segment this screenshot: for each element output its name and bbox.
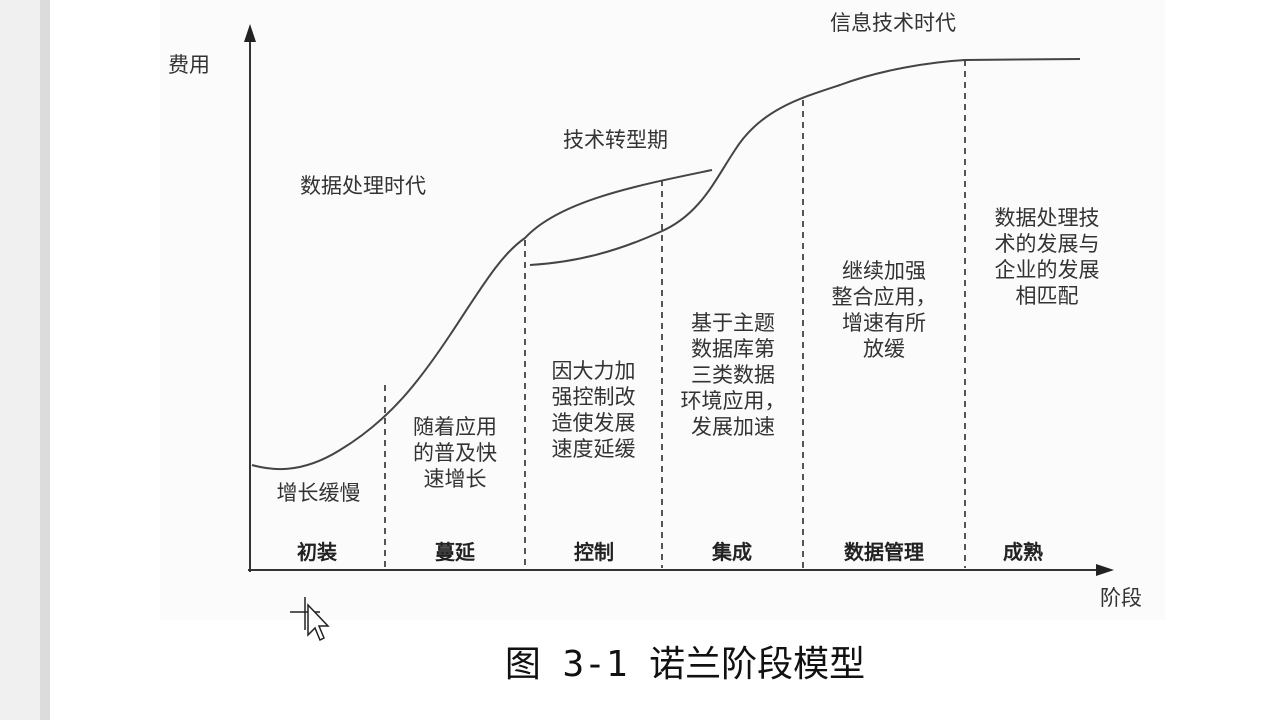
stage-label: 成熟: [1003, 540, 1043, 564]
y-axis-label: 费用: [168, 53, 210, 77]
stage-label: 集成: [712, 540, 752, 564]
stage-label: 蔓延: [435, 540, 475, 564]
left-panel: [0, 0, 40, 720]
figure-background: [160, 0, 1165, 620]
figure-caption: 图 3-1 诺兰阶段模型: [504, 644, 866, 685]
era-transition: 技术转型期: [563, 128, 668, 152]
data-processing-curve: [251, 169, 713, 471]
stage-desc: 数据处理技 术的发展与 企业的发展 相匹配: [994, 206, 1100, 308]
x-axis-label: 阶段: [1100, 586, 1142, 610]
y-axis-arrow: [244, 24, 256, 42]
stage-label: 数据管理: [844, 540, 924, 564]
stage-desc: 继续加强 整合应用， 增速有所 放缓: [831, 259, 937, 361]
x-axis-arrow: [1096, 564, 1114, 576]
move-cursor-icon: [290, 597, 330, 642]
stage-desc: 因大力加 强控制改 造使发展 速度延缓: [551, 359, 636, 461]
stage-label: 初装: [297, 540, 337, 564]
stage-desc: 增长缓慢: [276, 481, 361, 505]
information-tech-curve: [529, 58, 1081, 266]
stage-desc: 基于主题 数据库第 三类数据 环境应用， 发展加速: [680, 311, 786, 439]
scrollbar[interactable]: [40, 0, 50, 720]
era-data-processing: 数据处理时代: [300, 174, 426, 198]
stage-label: 控制: [574, 540, 614, 564]
stage-desc: 随着应用 的普及快 速增长: [413, 415, 497, 491]
era-information: 信息技术时代: [830, 11, 956, 35]
